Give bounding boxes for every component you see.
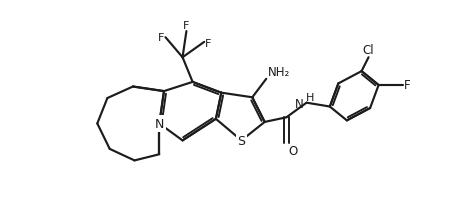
Text: N: N [294,97,303,110]
Text: O: O [288,145,297,158]
Text: F: F [157,33,164,43]
Text: F: F [183,21,189,31]
Text: F: F [403,79,410,92]
Text: H: H [305,93,313,102]
Text: N: N [154,117,164,130]
Text: S: S [237,134,245,147]
Text: Cl: Cl [362,44,374,57]
Text: F: F [205,38,211,48]
Text: NH₂: NH₂ [267,66,289,79]
